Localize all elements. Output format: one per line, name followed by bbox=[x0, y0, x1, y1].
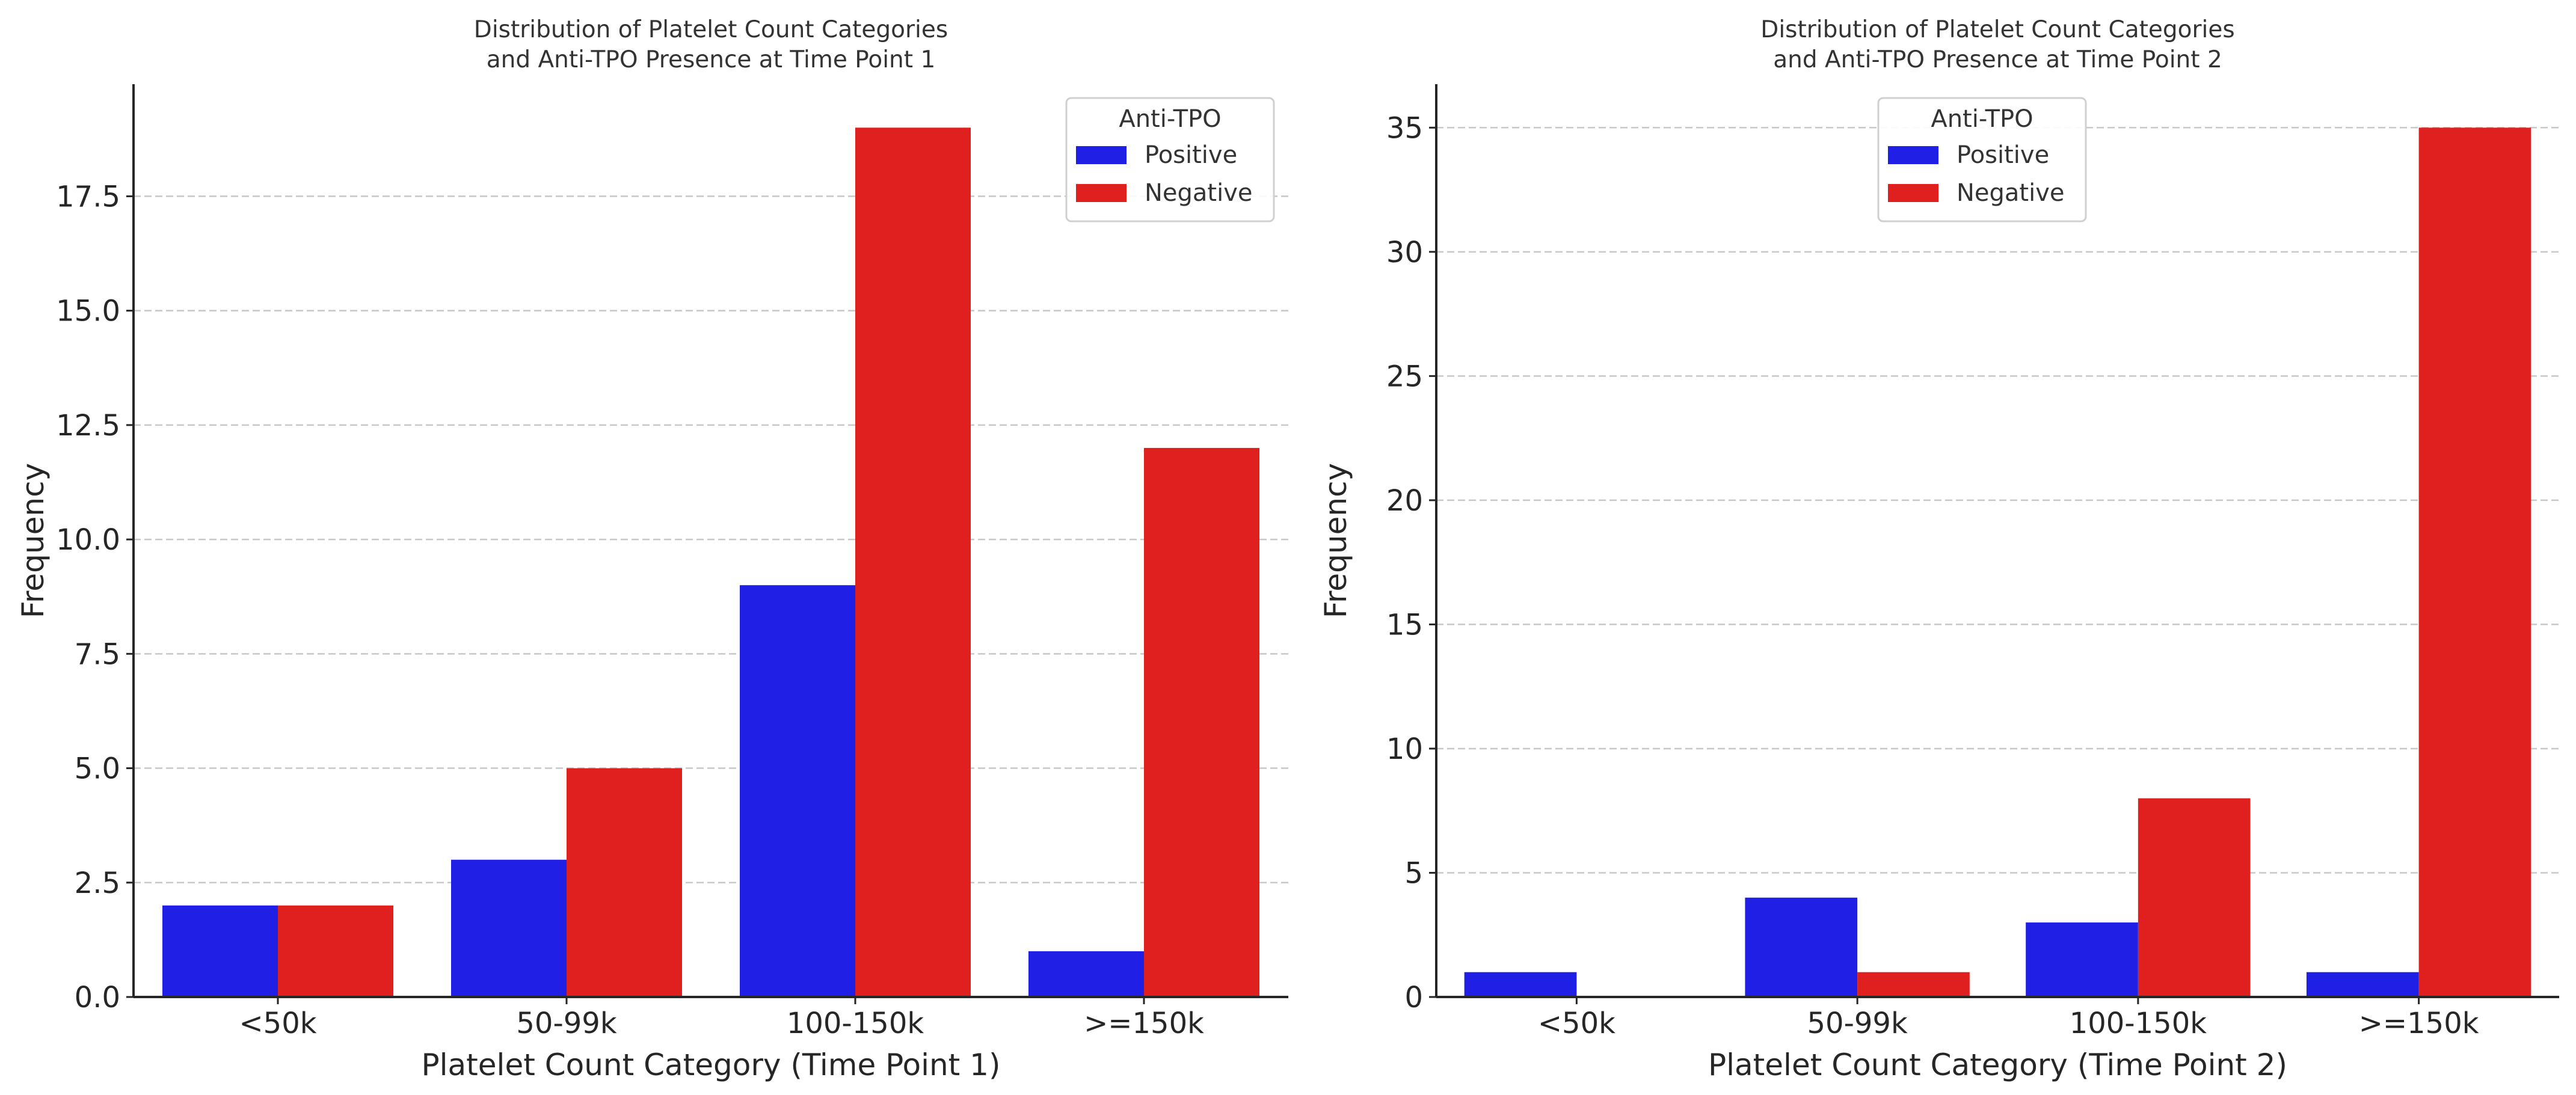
chart-title: Distribution of Platelet Count Categorie… bbox=[474, 16, 948, 73]
y-tick-label: 10.0 bbox=[56, 523, 120, 557]
x-tick-label: 50-99k bbox=[516, 1007, 616, 1040]
y-tick-label: 2.5 bbox=[75, 866, 120, 900]
bar-positive-2 bbox=[451, 859, 567, 997]
bar-positive-2 bbox=[1745, 897, 1858, 997]
y-tick-label: 5 bbox=[1404, 856, 1423, 890]
bar-negative-2 bbox=[1857, 972, 1970, 997]
y-tick-label: 10 bbox=[1386, 732, 1423, 766]
bar-negative-4 bbox=[1144, 447, 1259, 997]
bar-positive-4 bbox=[2306, 972, 2419, 997]
y-tick-label: 15.0 bbox=[56, 295, 120, 328]
bar-positive-4 bbox=[1028, 951, 1144, 997]
y-tick-label: 7.5 bbox=[75, 637, 120, 671]
chart-title: Distribution of Platelet Count Categorie… bbox=[1760, 16, 2234, 73]
legend-label-negative: Negative bbox=[1145, 179, 1253, 207]
y-axis-label: Frequency bbox=[16, 463, 51, 618]
legend-title: Anti-TPO bbox=[1119, 105, 1221, 133]
x-tick-label: <50k bbox=[239, 1007, 316, 1040]
legend: Anti-TPO Positive Negative bbox=[1877, 97, 2087, 222]
bar-negative-4 bbox=[2418, 127, 2531, 997]
x-tick-label: >=150k bbox=[1084, 1007, 1204, 1040]
y-tick-label: 20 bbox=[1386, 484, 1423, 518]
y-tick-label: 30 bbox=[1386, 236, 1423, 269]
x-tick-label: 100-150k bbox=[2070, 1007, 2207, 1040]
legend-swatch-negative bbox=[1888, 184, 1938, 202]
y-tick-label: 12.5 bbox=[56, 409, 120, 443]
x-tick-label: 50-99k bbox=[1807, 1007, 1907, 1040]
y-tick-label: 25 bbox=[1386, 360, 1423, 393]
legend-label-negative: Negative bbox=[1957, 179, 2065, 207]
y-tick-label: 17.5 bbox=[56, 180, 120, 213]
x-tick-label: <50k bbox=[1538, 1007, 1615, 1040]
y-tick-label: 35 bbox=[1386, 111, 1423, 145]
y-tick-label: 0.0 bbox=[75, 981, 120, 1014]
bar-negative-3 bbox=[2138, 798, 2251, 997]
legend-title: Anti-TPO bbox=[1931, 105, 2033, 133]
chart-panel-2: 0 5 10 15 20 25 30 35 <50k 50-99k 100-150k >=150k Di… bbox=[1318, 16, 2559, 1082]
legend-swatch-positive bbox=[1076, 146, 1127, 164]
bar-negative-3 bbox=[855, 127, 971, 997]
legend: Anti-TPO Positive Negative bbox=[1065, 97, 1275, 222]
y-tick-label: 0 bbox=[1404, 981, 1423, 1014]
legend-label-positive: Positive bbox=[1145, 141, 1237, 169]
legend-swatch-negative bbox=[1076, 184, 1127, 202]
bar-positive-1 bbox=[162, 905, 278, 997]
x-tick-label: >=150k bbox=[2359, 1007, 2479, 1040]
legend-label-positive: Positive bbox=[1957, 141, 2049, 169]
bar-positive-3 bbox=[740, 585, 855, 997]
x-tick-label: 100-150k bbox=[787, 1007, 924, 1040]
y-axis-label: Frequency bbox=[1318, 463, 1353, 618]
bar-positive-1 bbox=[1464, 972, 1577, 997]
legend-swatch-positive bbox=[1888, 146, 1938, 164]
bar-negative-2 bbox=[567, 768, 682, 997]
x-axis-label: Platelet Count Category (Time Point 1) bbox=[422, 1047, 1001, 1082]
x-axis-label: Platelet Count Category (Time Point 2) bbox=[1708, 1047, 2287, 1082]
y-tick-label: 5.0 bbox=[75, 752, 120, 786]
bar-negative-1 bbox=[278, 905, 393, 997]
chart-panel-1: 0.0 2.5 5.0 7.5 10.0 12.5 15.0 17.5 <50k 50-99k 10… bbox=[16, 16, 1288, 1082]
bar-positive-3 bbox=[2026, 922, 2138, 997]
y-tick-label: 15 bbox=[1386, 608, 1423, 642]
